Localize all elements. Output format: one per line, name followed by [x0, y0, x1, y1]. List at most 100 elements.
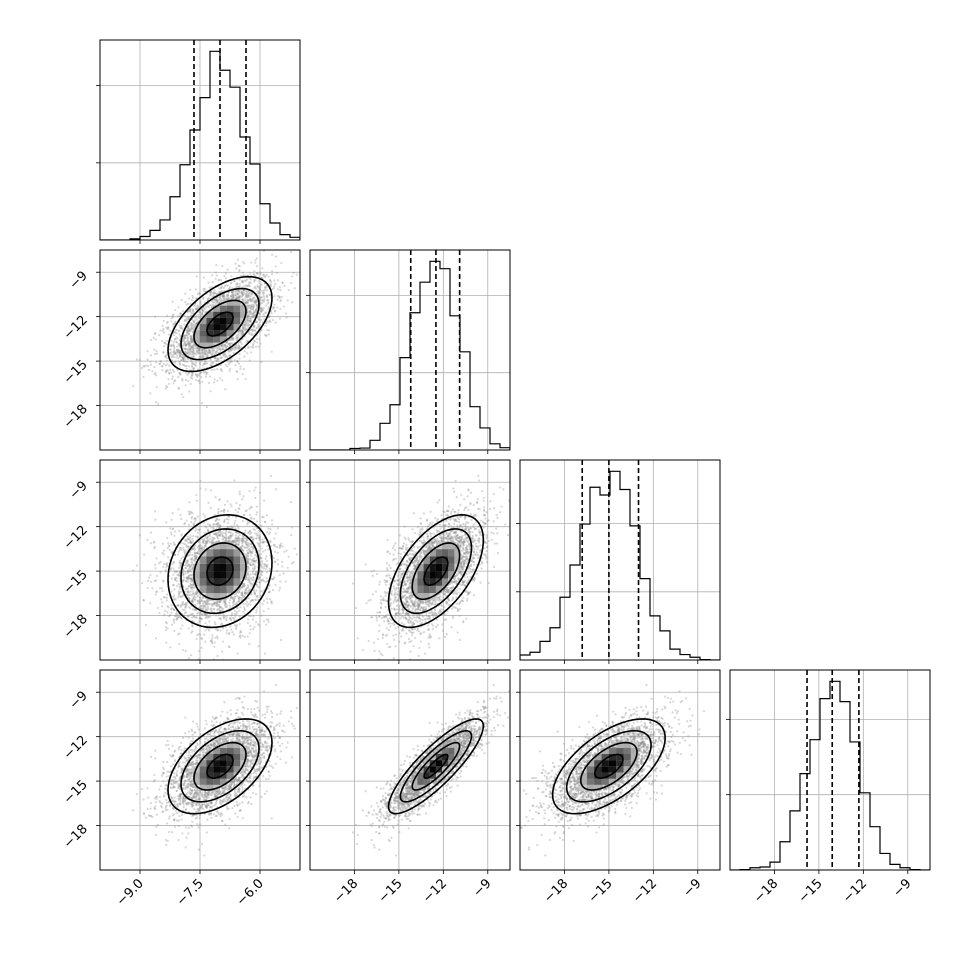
scatter-point	[201, 351, 204, 354]
scatter-point	[238, 264, 241, 268]
scatter-point	[177, 306, 180, 309]
scatter-point	[204, 362, 207, 365]
scatter-point	[210, 352, 213, 356]
scatter-point	[198, 361, 202, 364]
scatter-point	[235, 501, 238, 505]
scatter-point	[217, 359, 220, 362]
scatter-point	[191, 612, 194, 616]
scatter-point	[168, 351, 171, 354]
scatter-point	[182, 396, 185, 399]
scatter-point	[182, 357, 185, 361]
scatter-point	[191, 348, 195, 351]
scatter-point	[177, 343, 180, 346]
scatter-point	[265, 571, 269, 574]
scatter-point	[204, 311, 207, 314]
scatter-point	[199, 547, 202, 550]
scatter-point	[261, 602, 264, 606]
scatter-point	[260, 308, 263, 311]
scatter-point	[210, 368, 213, 372]
scatter-point	[194, 288, 197, 291]
scatter-point	[240, 548, 244, 551]
scatter-point	[246, 302, 249, 305]
scatter-point	[240, 280, 243, 283]
scatter-point	[175, 341, 178, 344]
scatter-point	[249, 309, 252, 313]
scatter-point	[141, 366, 144, 370]
scatter-point	[158, 362, 162, 365]
scatter-point	[250, 292, 253, 295]
scatter-point	[155, 352, 159, 355]
scatter-point	[183, 542, 186, 545]
scatter-point	[246, 600, 249, 604]
scatter-point	[211, 305, 214, 308]
scatter-point	[241, 294, 244, 297]
scatter-point	[190, 314, 193, 317]
scatter-point	[209, 639, 212, 643]
scatter-point	[172, 343, 175, 346]
scatter-point	[181, 327, 184, 330]
scatter-point	[258, 291, 261, 294]
scatter-point	[207, 348, 211, 352]
scatter-point	[188, 513, 191, 516]
scatter-point	[178, 642, 181, 646]
scatter-point	[189, 323, 192, 326]
scatter-point	[186, 590, 189, 593]
scatter-point	[260, 566, 264, 569]
scatter-point	[167, 606, 170, 609]
scatter-point	[244, 377, 247, 381]
scatter-point	[232, 336, 235, 339]
scatter-point	[228, 617, 232, 620]
scatter-point	[200, 380, 204, 383]
scatter-point	[264, 311, 267, 314]
scatter-point	[164, 371, 167, 374]
scatter-point	[172, 567, 175, 570]
scatter-point	[258, 299, 262, 302]
scatter-point	[225, 297, 228, 300]
scatter-point	[168, 353, 171, 356]
scatter-point	[195, 296, 198, 300]
scatter-point	[223, 343, 227, 347]
scatter-point	[259, 282, 262, 286]
scatter-point	[248, 490, 251, 493]
scatter-point	[276, 288, 280, 291]
scatter-point	[231, 596, 234, 600]
scatter-point	[189, 325, 192, 328]
scatter-point	[162, 566, 165, 569]
scatter-point	[154, 361, 158, 364]
scatter-point	[210, 542, 213, 546]
scatter-point	[161, 365, 164, 368]
scatter-point	[241, 328, 244, 331]
scatter-point	[176, 348, 179, 351]
scatter-point	[265, 289, 269, 292]
scatter-point	[186, 336, 189, 339]
scatter-point	[263, 565, 266, 568]
scatter-point	[242, 281, 245, 284]
scatter-point	[209, 364, 212, 367]
scatter-point	[149, 354, 153, 357]
scatter-point	[260, 557, 263, 560]
scatter-point	[242, 289, 245, 292]
scatter-point	[264, 312, 267, 315]
scatter-point	[204, 375, 208, 378]
density-cell	[233, 305, 241, 312]
scatter-point	[184, 360, 187, 363]
scatter-point	[201, 364, 204, 367]
scatter-point	[234, 363, 237, 367]
scatter-point	[228, 287, 231, 290]
scatter-point	[199, 355, 202, 358]
scatter-point	[165, 326, 168, 329]
scatter-point	[262, 274, 265, 277]
scatter-point	[247, 282, 251, 285]
scatter-point	[189, 337, 192, 340]
scatter-point	[253, 329, 256, 332]
scatter-point	[191, 294, 194, 298]
scatter-point	[256, 596, 259, 599]
scatter-point	[171, 607, 174, 610]
scatter-point	[255, 572, 258, 575]
scatter-point	[257, 549, 261, 552]
scatter-point	[254, 486, 257, 489]
scatter-point	[223, 345, 227, 348]
scatter-point	[238, 291, 241, 294]
scatter-point	[233, 345, 237, 348]
scatter-point	[238, 268, 241, 272]
